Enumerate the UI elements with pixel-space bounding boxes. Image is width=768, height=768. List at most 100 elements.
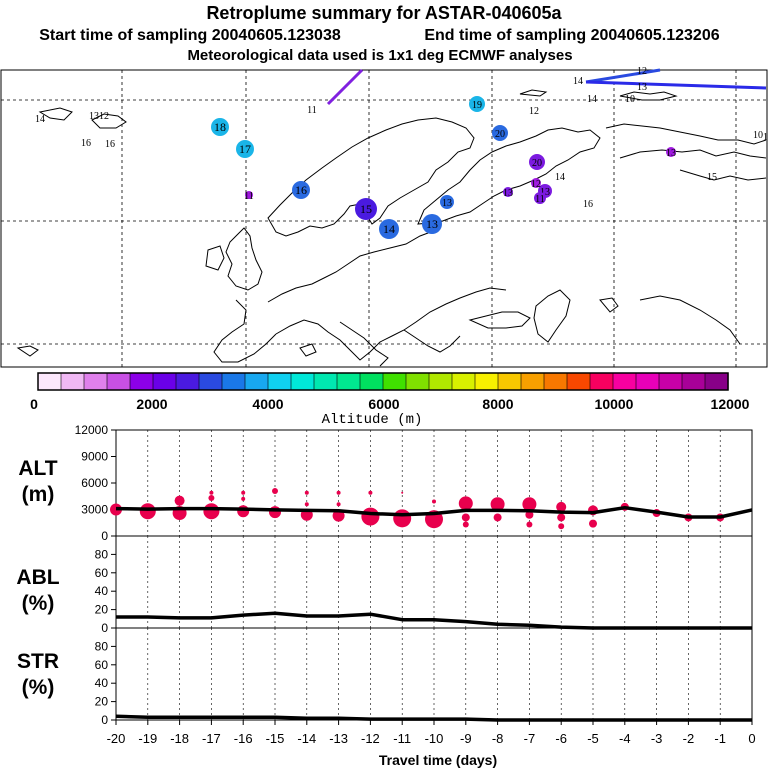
colorbar-swatch bbox=[106, 372, 131, 391]
panel-abl: 0 20 40 60 80 bbox=[95, 535, 753, 635]
map-marker-label: 18 bbox=[214, 120, 226, 134]
x-tick-label: 0 bbox=[748, 731, 755, 746]
map-marker-label: 13 bbox=[442, 198, 452, 209]
str-panel-unit: (%) bbox=[22, 676, 55, 699]
x-tick-label: -2 bbox=[683, 731, 695, 746]
abl-series-line bbox=[116, 611, 752, 630]
colorbar-tick-4: 8000 bbox=[482, 396, 513, 412]
x-tick-label: -5 bbox=[587, 731, 599, 746]
x-axis-label: Travel time (days) bbox=[379, 752, 497, 768]
x-tick-label: -19 bbox=[138, 731, 157, 746]
x-tick-label: -14 bbox=[297, 731, 316, 746]
map-marker-label: 16 bbox=[81, 138, 91, 149]
map-marker-label: 16 bbox=[583, 199, 593, 210]
map-marker-label: 16 bbox=[105, 139, 115, 150]
y-tick-label: 3000 bbox=[81, 503, 108, 517]
colorbar-label: Altitude (m) bbox=[322, 412, 423, 428]
colorbar-swatch bbox=[313, 372, 338, 391]
map-marker-label: 10 bbox=[763, 132, 768, 143]
alt-bubble bbox=[522, 497, 537, 512]
alt-bubble bbox=[432, 499, 436, 504]
x-tick-label: -3 bbox=[651, 731, 663, 746]
map-marker-label: 14 bbox=[555, 172, 565, 183]
y-tick-label: 20 bbox=[95, 603, 109, 617]
str-panel-label: STR bbox=[17, 650, 59, 673]
alt-bubble bbox=[272, 487, 278, 494]
colorbar-swatch bbox=[382, 372, 407, 391]
x-tick-label: -16 bbox=[234, 731, 253, 746]
x-tick-label: -1 bbox=[714, 731, 726, 746]
map-marker-label: 16 bbox=[295, 183, 307, 197]
x-tick-label: -12 bbox=[361, 731, 380, 746]
altitude-colorbar bbox=[37, 372, 729, 391]
y-tick-label: 80 bbox=[95, 639, 109, 653]
alt-panel-unit: (m) bbox=[22, 483, 55, 506]
map-marker-label: 11 bbox=[244, 191, 254, 202]
alt-bubble bbox=[368, 490, 373, 495]
map-marker-label: 12 bbox=[637, 66, 647, 77]
met-data-note: Meteorological data used is 1x1 deg ECMW… bbox=[187, 47, 572, 64]
colorbar-swatch bbox=[60, 372, 85, 391]
map-marker-dot bbox=[422, 214, 442, 234]
y-tick-label: 6000 bbox=[81, 476, 108, 490]
x-tick-label: -13 bbox=[329, 731, 348, 746]
colorbar-swatch bbox=[405, 372, 430, 391]
map-marker-label: 13 bbox=[540, 187, 550, 198]
map-marker-dot bbox=[529, 154, 545, 170]
colorbar-swatch bbox=[658, 372, 683, 391]
y-tick-label: 0 bbox=[101, 621, 108, 635]
colorbar-tick-6: 12000 bbox=[711, 396, 750, 412]
alt-bubble bbox=[401, 491, 404, 494]
map-marker-dot bbox=[469, 96, 485, 112]
alt-bubble bbox=[490, 497, 505, 512]
map-marker-dot bbox=[534, 192, 546, 204]
colorbar-swatch bbox=[152, 372, 177, 391]
colorbar-swatch bbox=[37, 372, 62, 391]
map-marker-label: 14 bbox=[587, 94, 597, 105]
alt-bubble bbox=[462, 521, 469, 528]
map-marker-label: 20 bbox=[495, 129, 505, 140]
y-tick-label: 60 bbox=[95, 658, 109, 672]
plume-tracks bbox=[326, 68, 767, 106]
map-marker-label: 20 bbox=[532, 158, 542, 169]
x-tick-label: -8 bbox=[492, 731, 504, 746]
coastlines bbox=[16, 89, 767, 367]
colorbar-tick-2: 4000 bbox=[252, 396, 283, 412]
alt-bubble bbox=[557, 513, 566, 522]
y-tick-label: 60 bbox=[95, 566, 109, 580]
panel-alt: 0 3000 6000 9000 12000 bbox=[75, 423, 753, 543]
alt-bubble bbox=[304, 490, 309, 495]
colorbar-tick-0: 0 bbox=[30, 396, 38, 412]
colorbar-swatch bbox=[175, 372, 200, 391]
y-tick-label: 12000 bbox=[75, 423, 109, 437]
alt-panel-label: ALT bbox=[18, 457, 57, 480]
map-marker-label: 13 bbox=[666, 148, 676, 159]
map-marker-dot bbox=[355, 198, 377, 220]
colorbar-tick-5: 10000 bbox=[595, 396, 634, 412]
map-marker-dot bbox=[666, 147, 676, 157]
alt-bubble bbox=[361, 507, 380, 526]
alt-bubble bbox=[139, 503, 156, 520]
alt-bubble bbox=[558, 523, 565, 530]
colorbar-tick-3: 6000 bbox=[368, 396, 399, 412]
alt-bubble bbox=[393, 509, 412, 528]
map-marker-label: 10 bbox=[753, 130, 763, 141]
y-tick-label: 9000 bbox=[81, 450, 108, 464]
map-marker-label: 11 bbox=[535, 194, 545, 205]
map-marker-dot bbox=[245, 191, 253, 199]
map-marker-label: 11 bbox=[307, 105, 317, 116]
colorbar-swatch bbox=[474, 372, 499, 391]
map-marker-label: 13 bbox=[503, 188, 513, 199]
colorbar-outline bbox=[37, 372, 729, 391]
alt-bubble bbox=[174, 495, 185, 506]
colorbar-swatch bbox=[359, 372, 384, 391]
alt-bubble bbox=[336, 490, 341, 495]
y-tick-label: 0 bbox=[101, 713, 108, 727]
alt-bubble bbox=[458, 496, 473, 511]
colorbar-swatch bbox=[336, 372, 361, 391]
time-series-panels: 030006000900012000020406080020406080-20-… bbox=[75, 423, 756, 746]
colorbar-swatch bbox=[267, 372, 292, 391]
map-marker-label: 19 bbox=[472, 100, 482, 111]
